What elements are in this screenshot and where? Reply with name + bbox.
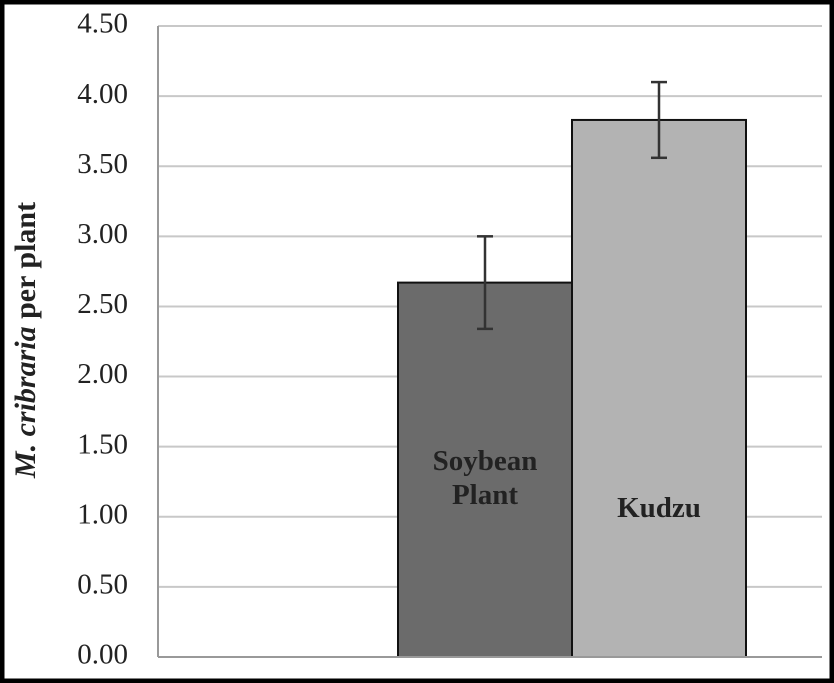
y-tick-label: 0.50 bbox=[77, 569, 128, 601]
y-tick-label: 0.00 bbox=[77, 639, 128, 671]
category-label: Soybean Plant bbox=[433, 445, 538, 511]
y-axis-label: M. cribraria per plant bbox=[9, 202, 42, 479]
y-tick-label: 4.50 bbox=[77, 8, 128, 40]
y-tick-label: 1.00 bbox=[77, 498, 128, 530]
bar bbox=[397, 281, 573, 658]
y-tick-label: 2.50 bbox=[77, 288, 128, 320]
y-tick-label: 3.00 bbox=[77, 218, 128, 250]
y-tick-label: 1.50 bbox=[77, 428, 128, 460]
category-label: Kudzu bbox=[617, 492, 701, 524]
bar bbox=[571, 118, 747, 658]
y-tick-label: 2.00 bbox=[77, 358, 128, 390]
y-tick-label: 4.00 bbox=[77, 78, 128, 110]
y-tick-label: 3.50 bbox=[77, 148, 128, 180]
